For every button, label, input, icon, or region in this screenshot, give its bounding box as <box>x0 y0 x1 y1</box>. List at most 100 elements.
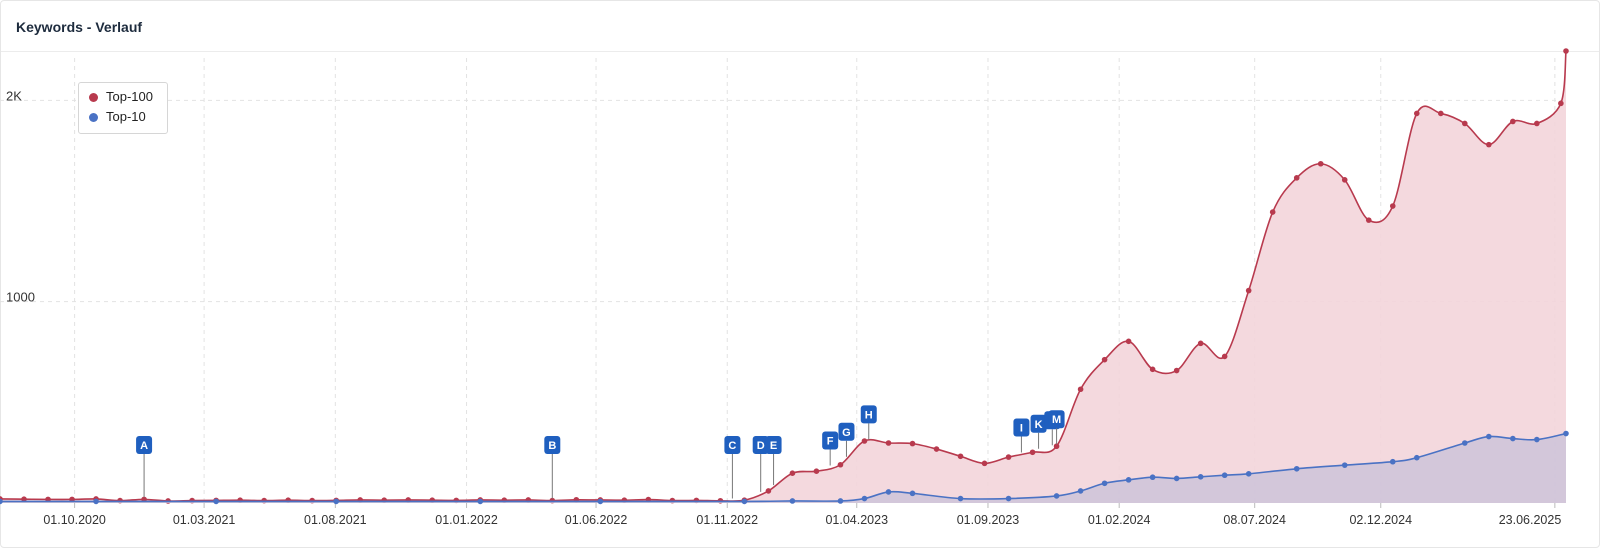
data-point-top100 <box>1029 449 1036 456</box>
data-point-top10 <box>741 498 748 505</box>
data-point-top10 <box>1101 480 1108 487</box>
data-point-top100 <box>1486 141 1492 148</box>
x-tick-label: 01.09.2023 <box>957 513 1020 527</box>
y-tick-label: 2K <box>6 88 22 103</box>
data-point-top100 <box>1510 118 1516 125</box>
annotation-c[interactable]: C <box>724 436 741 499</box>
series-line-top10 <box>0 432 1567 503</box>
data-point-top10 <box>1389 458 1396 465</box>
data-point-top10 <box>477 498 484 505</box>
annotation-f[interactable]: F <box>822 431 839 466</box>
annotation-b[interactable]: B <box>544 436 561 499</box>
annotation-flag <box>765 436 782 454</box>
annotation-label: E <box>770 440 777 452</box>
chart-legend: Top-100 Top-10 <box>78 82 168 134</box>
x-tick-label: 01.01.2022 <box>435 513 498 527</box>
annotation-a[interactable]: A <box>136 436 153 498</box>
legend-dot-top10 <box>89 112 98 122</box>
data-point-top10 <box>213 498 219 505</box>
data-point-top10 <box>1341 462 1348 468</box>
data-point-top100 <box>957 453 964 460</box>
x-tick-label: 01.08.2021 <box>304 513 367 527</box>
data-point-top100 <box>1053 443 1060 450</box>
annotation-label: B <box>548 440 556 452</box>
annotation-flag <box>1048 410 1065 429</box>
annotation-m[interactable]: M <box>1048 410 1065 445</box>
data-point-top100 <box>765 488 772 494</box>
data-point-top100 <box>1197 340 1204 347</box>
data-point-top100 <box>789 470 796 477</box>
x-tick-label: 08.07.2024 <box>1223 513 1286 527</box>
data-point-top10 <box>1413 454 1420 461</box>
chart-title: Keywords - Verlauf <box>16 19 143 35</box>
x-tick-label: 01.10.2020 <box>43 513 106 527</box>
area-top100 <box>0 51 1566 504</box>
data-point-top10 <box>1534 436 1540 443</box>
data-point-top100 <box>861 438 868 444</box>
annotation-flag <box>822 431 839 450</box>
annotation-flag <box>544 436 561 454</box>
annotation-i[interactable]: I <box>1013 418 1030 453</box>
data-point-top100 <box>1125 338 1132 345</box>
data-point-top100 <box>909 440 916 447</box>
annotation-label: K <box>1035 419 1043 431</box>
data-point-top10 <box>1197 474 1204 480</box>
chart-header: Keywords - Verlauf <box>1 1 1599 52</box>
annotation-label: D <box>757 440 765 452</box>
x-tick-label: 01.03.2021 <box>173 513 236 527</box>
annotation-label: G <box>842 427 851 439</box>
data-point-top10 <box>0 498 3 505</box>
x-tick-label: 01.04.2023 <box>825 513 888 527</box>
data-point-top100 <box>1269 209 1276 215</box>
legend-item-top100[interactable]: Top-100 <box>89 89 153 104</box>
x-tick-label: 01.06.2022 <box>565 513 628 527</box>
annotation-label: C <box>728 440 736 452</box>
annotation-d[interactable]: D <box>752 436 769 492</box>
legend-item-top10[interactable]: Top-10 <box>89 109 146 124</box>
data-point-top10 <box>1245 471 1252 477</box>
annotation-e[interactable]: E <box>765 436 782 486</box>
data-point-top10 <box>93 498 99 505</box>
annotation-h[interactable]: H <box>860 405 877 440</box>
data-point-top10 <box>957 495 964 502</box>
data-point-top100 <box>981 460 988 467</box>
data-point-top100 <box>1293 175 1300 181</box>
annotation-k[interactable]: K <box>1030 414 1047 449</box>
data-point-top10 <box>837 498 844 504</box>
data-point-top10 <box>789 498 796 504</box>
data-point-top100 <box>1005 454 1012 460</box>
data-point-top10 <box>1149 474 1156 481</box>
data-point-top100 <box>1173 367 1180 374</box>
annotation-label: F <box>827 436 834 448</box>
annotation-g[interactable]: G <box>838 422 855 457</box>
data-point-top100 <box>1365 217 1372 223</box>
data-point-top100 <box>1413 110 1420 117</box>
data-point-top100 <box>1149 366 1156 373</box>
data-point-top10 <box>1125 477 1132 483</box>
y-tick-label: 1000 <box>6 290 35 305</box>
data-point-top10 <box>1221 472 1228 479</box>
data-point-top100 <box>813 468 820 474</box>
annotation-flag <box>860 405 877 424</box>
data-point-top10 <box>1173 475 1180 482</box>
data-point-top100 <box>1245 287 1252 294</box>
data-point-top10 <box>1077 488 1084 494</box>
area-top10 <box>0 433 1566 503</box>
data-point-top100 <box>1077 386 1084 393</box>
annotation-label: H <box>865 409 873 421</box>
data-point-top10 <box>861 495 868 502</box>
x-tick-label: 01.11.2022 <box>696 513 758 527</box>
data-point-top100 <box>21 496 27 502</box>
data-point-top10 <box>1462 440 1468 446</box>
annotation-label: M <box>1052 414 1061 426</box>
data-point-top10 <box>333 498 339 505</box>
data-point-top10 <box>1510 435 1516 442</box>
data-point-top10 <box>1005 495 1012 502</box>
data-point-top100 <box>933 446 940 452</box>
annotation-flag <box>1013 418 1030 437</box>
data-point-top100 <box>1534 120 1540 127</box>
data-point-top10 <box>1053 493 1060 499</box>
data-point-top100 <box>1437 110 1444 117</box>
data-point-top100 <box>885 440 892 446</box>
